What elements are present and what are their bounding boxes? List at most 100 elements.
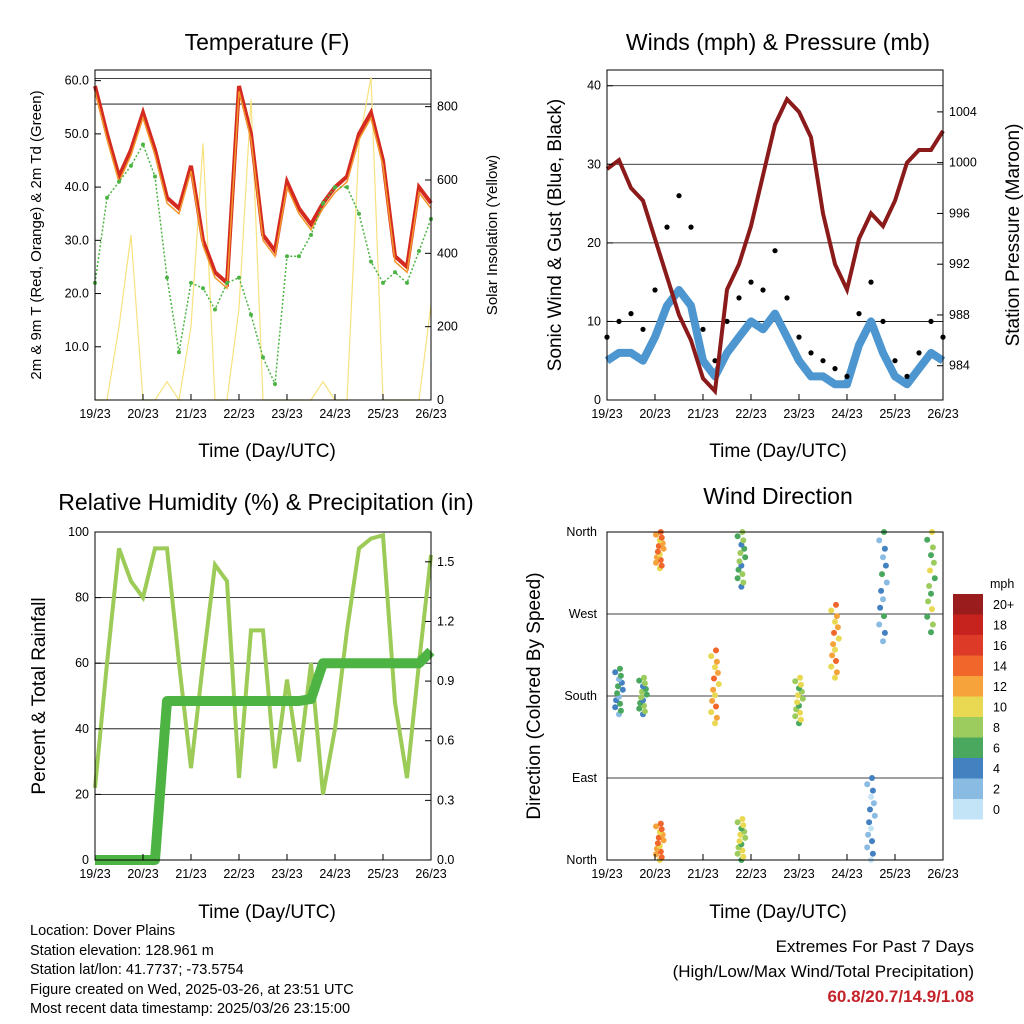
- winds-series: [604, 95, 946, 396]
- gust-point: [808, 350, 814, 356]
- y2-tick-label: 1.5: [437, 555, 454, 569]
- direction-point: [612, 669, 619, 676]
- y2-tick-label: 1004: [949, 105, 977, 119]
- extremes-values: 60.8/20.7/14.9/1.08: [827, 987, 974, 1006]
- direction-point: [880, 554, 886, 561]
- direction-point: [876, 621, 883, 628]
- wind-direction-xlabel: Time (Day/UTC): [709, 902, 847, 923]
- temperature-gridlines: [95, 78, 431, 105]
- direction-point: [883, 579, 890, 586]
- humidity-ylabel: Percent & Total Rainfall: [29, 597, 50, 794]
- direction-point: [742, 834, 749, 841]
- legend-label: 12: [993, 680, 1007, 694]
- x-tick-label: 23/23: [783, 407, 814, 421]
- direction-point: [736, 838, 743, 845]
- gust-point: [856, 311, 862, 317]
- x-tick-label: 24/23: [831, 407, 862, 421]
- direction-point: [636, 677, 643, 684]
- legend-swatch: [953, 737, 983, 758]
- winds-plot-frame: [606, 69, 944, 401]
- gust-point: [736, 295, 742, 301]
- station-info: Location: Dover Plains Station elevation…: [30, 922, 354, 1020]
- direction-point: [832, 618, 838, 625]
- y-tick-label: 10.0: [65, 340, 89, 354]
- y2-tick-label: 1000: [949, 156, 977, 170]
- direction-point: [833, 613, 840, 620]
- y-tick-label: East: [572, 771, 598, 785]
- y2-tick-label: 0.6: [437, 734, 454, 748]
- x-tick-label: 19/23: [591, 867, 622, 881]
- x-tick-label: 24/23: [319, 867, 350, 881]
- direction-point: [799, 695, 806, 702]
- temperature-ylabel: 2m & 9m T (Red, Orange) & 2m Td (Green): [28, 90, 45, 379]
- direction-point: [880, 638, 886, 645]
- direction-point: [713, 658, 720, 665]
- direction-point: [876, 537, 883, 544]
- x-tick-label: 20/23: [639, 867, 670, 881]
- direction-point: [832, 674, 838, 681]
- y-tick-label: 20: [75, 787, 89, 801]
- direction-point: [928, 552, 934, 559]
- direction-point: [641, 674, 647, 681]
- y-tick-label: 20: [587, 236, 601, 250]
- direction-point: [614, 690, 621, 697]
- winds-panel: Winds (mph) & Pressure (mb) 0 10 20 30 40 984…: [545, 29, 1024, 462]
- x-tick-label: 26/23: [927, 867, 958, 881]
- legend-label: 0: [993, 803, 1000, 817]
- direction-point: [869, 838, 875, 845]
- y-tick-label: 60.0: [65, 74, 89, 88]
- direction-point: [928, 629, 934, 636]
- direction-point: [834, 624, 841, 631]
- direction-point: [638, 694, 645, 701]
- legend-label: 8: [993, 721, 1000, 735]
- winds-title: Winds (mph) & Pressure (mb): [626, 29, 930, 55]
- direction-point: [926, 583, 933, 589]
- x-tick-label: 23/23: [783, 867, 814, 881]
- elevation-text: Station elevation: 128.961 m: [30, 942, 214, 959]
- direction-point: [869, 850, 876, 857]
- legend-swatch: [953, 614, 983, 635]
- direction-point: [795, 692, 801, 699]
- speed-legend: mph 20+ 18 16 14 12 10 8 6 4 2 0: [953, 577, 1014, 820]
- x-tick-label: 22/23: [735, 867, 766, 881]
- direction-point: [828, 663, 835, 670]
- direction-point: [879, 571, 885, 578]
- wind-direction-ylabel: Direction (Colored By Speed): [524, 572, 545, 819]
- direction-point: [653, 559, 659, 566]
- direction-point: [735, 566, 742, 573]
- gust-point: [688, 224, 694, 230]
- direction-point: [740, 853, 747, 860]
- direction-point: [653, 531, 659, 538]
- direction-point: [734, 575, 741, 582]
- precip-line: [95, 647, 435, 865]
- gust-point: [676, 193, 682, 199]
- direction-point: [617, 700, 623, 707]
- y2-tick-label: 992: [949, 257, 970, 271]
- legend-label: 6: [993, 742, 1000, 756]
- direction-point: [740, 579, 747, 586]
- direction-point: [930, 559, 937, 566]
- direction-point: [739, 816, 746, 822]
- x-tick-label: 19/23: [591, 407, 622, 421]
- direction-point: [831, 629, 837, 636]
- sonic-wind-line: [604, 286, 946, 389]
- gust-point: [712, 358, 718, 364]
- legend-swatch: [953, 655, 983, 676]
- direction-point: [658, 562, 665, 569]
- y-tick-label: 40: [587, 79, 601, 93]
- direction-point: [712, 664, 718, 671]
- location-text: Location: Dover Plains: [30, 923, 176, 939]
- direction-point: [653, 823, 659, 830]
- legend-swatch: [953, 676, 983, 697]
- direction-point: [868, 793, 874, 800]
- legend-label: 10: [993, 701, 1007, 715]
- legend-title: mph: [990, 577, 1014, 591]
- direction-point: [742, 554, 749, 561]
- gust-point: [904, 373, 910, 379]
- x-tick-label: 23/23: [271, 867, 302, 881]
- created-text: Figure created on Wed, 2025-03-26, at 23…: [30, 981, 354, 998]
- y2-tick-label: 984: [949, 359, 970, 373]
- humidity-line: [93, 532, 433, 795]
- direction-point: [713, 703, 719, 710]
